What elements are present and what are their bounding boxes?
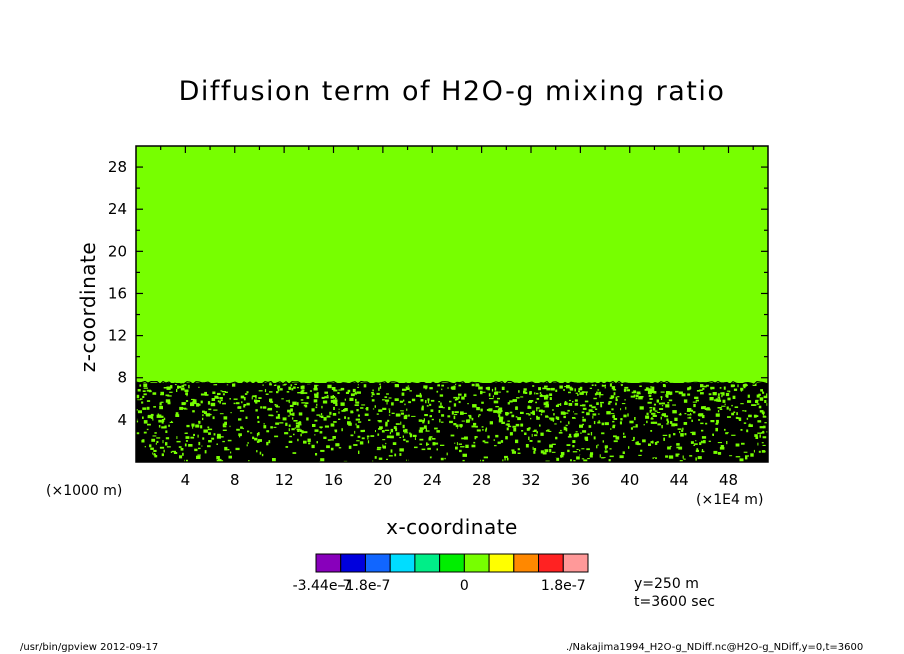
colorbar-tick-label: -3.44e-7 — [293, 578, 352, 594]
x-tick-label: 8 — [230, 471, 240, 489]
colorbar-cell — [364, 553, 391, 573]
y-tick-label: 28 — [108, 158, 127, 176]
chart-title: Diffusion term of H2O-g mixing ratio — [178, 76, 726, 107]
x-axis-label: x-coordinate — [386, 515, 518, 539]
lower-band-cells — [136, 383, 768, 462]
y-tick-label: 4 — [117, 411, 127, 429]
colorbar-cell — [315, 553, 342, 573]
x-scale-factor-label: (×1000 m) — [46, 483, 123, 499]
colorbar — [315, 553, 589, 573]
x-tick-label: 48 — [719, 471, 738, 489]
colorbar-cell — [340, 553, 366, 573]
x-tick-label: 20 — [373, 471, 392, 489]
info-y-position: y=250 m — [634, 576, 699, 592]
plot-frame — [135, 145, 769, 463]
x-tick-label: 4 — [181, 471, 191, 489]
colorbar-cell — [562, 553, 589, 573]
colorbar-cell — [488, 553, 515, 573]
x-tick-labels: 4 8 12 16 20 24 28 32 36 40 44 48 — [181, 471, 738, 489]
x-tick-label: 28 — [472, 471, 491, 489]
colorbar-cell — [538, 553, 564, 573]
colorbar-cell — [389, 553, 416, 573]
footer-right: ./Nakajima1994_H2O-g_NDiff.nc@H2O-g_NDif… — [566, 642, 864, 653]
x-tick-label: 36 — [571, 471, 590, 489]
y-tick-label: 8 — [117, 369, 127, 387]
colorbar-cell — [513, 553, 540, 573]
lower-noisy-band — [136, 383, 768, 462]
x-unit-label: (×1E4 m) — [696, 492, 764, 508]
colorbar-cell — [463, 553, 490, 573]
y-tick-label: 24 — [108, 200, 127, 218]
info-time: t=3600 sec — [634, 594, 715, 610]
colorbar-tick-label: 1.8e-7 — [541, 578, 586, 594]
colorbar-cell — [439, 553, 465, 573]
y-tick-label: 16 — [108, 284, 127, 302]
y-axis-label: z-coordinate — [76, 241, 100, 373]
footer-left: /usr/bin/gpview 2012-09-17 — [20, 642, 159, 653]
band-top-contour — [135, 380, 767, 386]
colorbar-tick-label: 0 — [460, 578, 469, 594]
x-tick-label: 40 — [620, 471, 639, 489]
y-tick-label: 20 — [108, 242, 127, 260]
colorbar-labels: -3.44e-7-1.8e-7 0 1.8e-7 — [293, 578, 586, 594]
y-tick-label: 12 — [108, 327, 127, 345]
x-tick-label: 32 — [521, 471, 540, 489]
x-tick-label: 12 — [275, 471, 294, 489]
x-tick-label: 44 — [670, 471, 689, 489]
x-tick-label: 24 — [423, 471, 442, 489]
y-tick-labels: 4 8 12 16 20 24 28 — [108, 158, 127, 429]
axis-ticks — [136, 146, 768, 462]
colorbar-cell — [414, 553, 441, 573]
colorbar-tick-label: -1.8e-7 — [341, 578, 391, 594]
x-tick-label: 16 — [324, 471, 343, 489]
